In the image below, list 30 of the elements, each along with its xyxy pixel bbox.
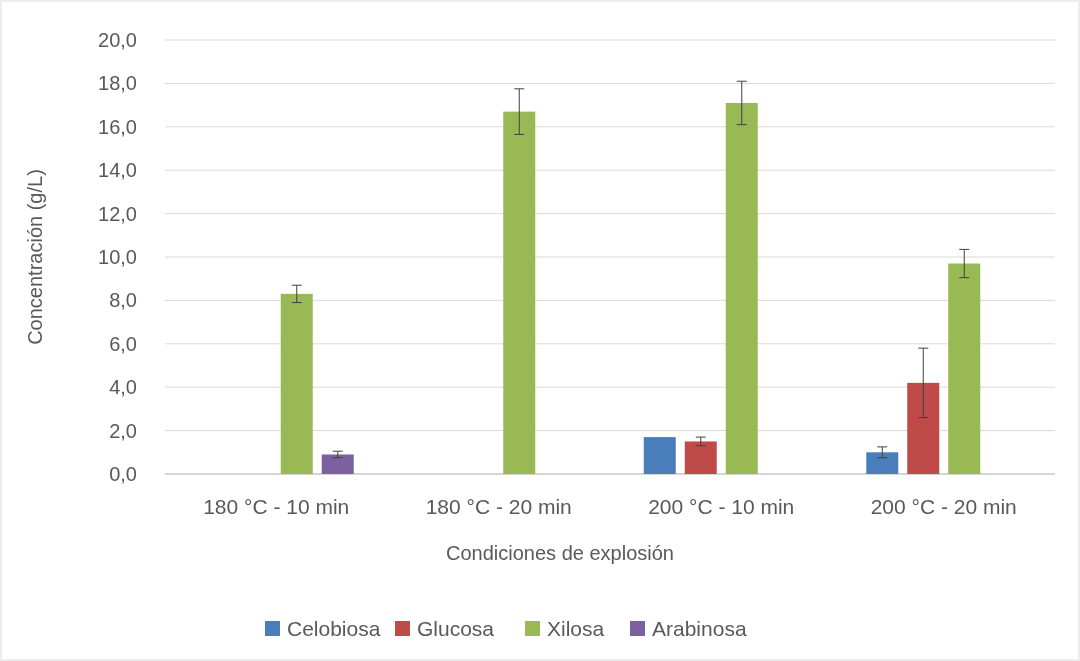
y-tick-label: 18,0 [98, 72, 137, 95]
y-tick-label: 2,0 [109, 419, 137, 442]
x-tick-label: 180 °C - 20 min [425, 495, 572, 518]
y-tick-label: 6,0 [109, 332, 137, 355]
y-tick-label: 14,0 [98, 159, 137, 182]
y-tick-label: 12,0 [98, 202, 137, 225]
y-tick-label: 8,0 [109, 289, 137, 312]
y-axis-title: Concentración (g/L) [24, 169, 46, 345]
legend-label: Arabinosa [652, 617, 747, 640]
y-tick-label: 20,0 [98, 29, 137, 51]
bar [684, 441, 717, 474]
y-tick-label: 16,0 [98, 115, 137, 138]
bar [866, 452, 899, 474]
legend-label: Celobiosa [287, 617, 381, 640]
x-tick-label: 200 °C - 10 min [648, 495, 795, 518]
bar [321, 454, 354, 474]
x-axis-title: Condiciones de explosión [446, 542, 674, 564]
legend-label: Glucosa [417, 617, 495, 640]
bar [725, 102, 758, 474]
y-tick-label: 10,0 [98, 246, 137, 268]
bar [907, 382, 940, 474]
x-tick-label: 180 °C - 10 min [203, 495, 350, 518]
x-tick-label: 200 °C - 20 min [870, 495, 1017, 518]
bar [948, 263, 981, 474]
y-tick-label: 0,0 [109, 463, 137, 485]
bar [643, 437, 676, 474]
y-tick-label: 4,0 [109, 376, 137, 399]
bar [280, 293, 313, 474]
legend-label: Xilosa [547, 617, 605, 640]
bar [503, 111, 536, 474]
